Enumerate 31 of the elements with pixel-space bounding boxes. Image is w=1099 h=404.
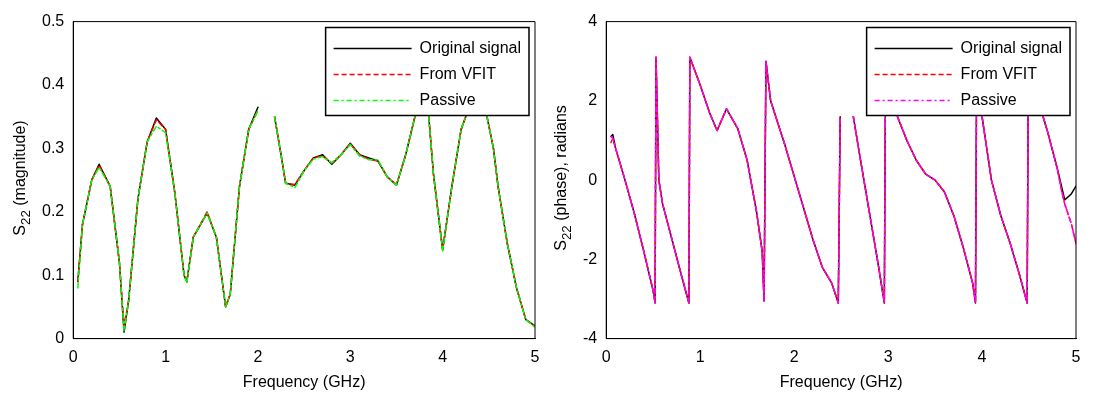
legend-label: Original signal [419, 39, 522, 57]
x-tick-label: 5 [1071, 347, 1081, 365]
x-tick-label: 3 [883, 347, 893, 365]
y-tick-label: 0 [55, 329, 65, 347]
x-tick-label: 0 [601, 347, 611, 365]
y-tick-label: 0 [588, 170, 598, 188]
x-tick-label: 4 [977, 347, 987, 365]
y-tick-label: 2 [588, 91, 598, 109]
y-tick-label: 0.2 [41, 202, 65, 220]
legend-label: From VFIT [960, 65, 1038, 83]
legend-label: Passive [419, 91, 476, 109]
y-tick-label: 0.5 [41, 12, 65, 30]
y-tick-label: -4 [582, 329, 598, 347]
legend-label: Passive [960, 91, 1017, 109]
legend-label: Original signal [960, 39, 1063, 57]
y-tick-label: 0.3 [41, 138, 65, 156]
x-tick-label: 0 [68, 347, 78, 365]
x-tick-label: 4 [438, 347, 448, 365]
x-axis-title: Frequency (GHz) [779, 372, 903, 390]
x-tick-label: 1 [161, 347, 171, 365]
y-tick-label: 0.4 [41, 75, 65, 93]
y-tick-label: 0.1 [41, 265, 65, 283]
x-axis-title: Frequency (GHz) [242, 372, 366, 390]
x-tick-label: 3 [345, 347, 355, 365]
legend-label: From VFIT [419, 65, 497, 83]
y-tick-label: 4 [588, 12, 598, 30]
x-tick-label: 5 [530, 347, 540, 365]
x-tick-label: 2 [789, 347, 799, 365]
x-tick-label: 1 [695, 347, 705, 365]
x-tick-label: 2 [253, 347, 263, 365]
y-tick-label: -2 [582, 249, 598, 267]
